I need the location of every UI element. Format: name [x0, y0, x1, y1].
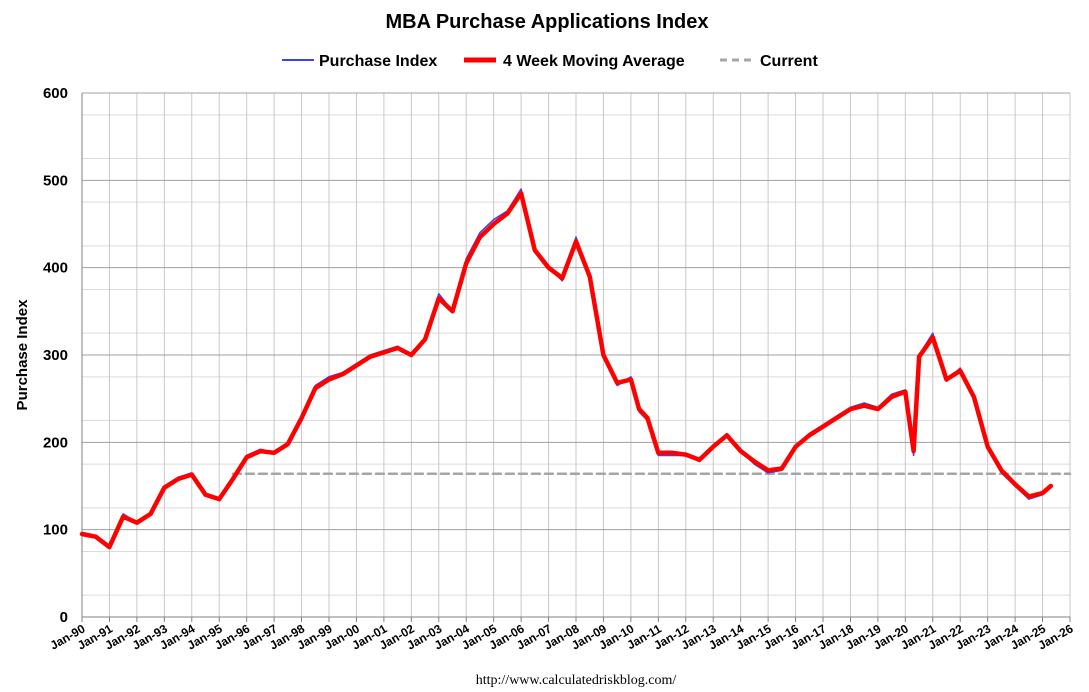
legend-label-moving-average: 4 Week Moving Average: [503, 53, 685, 70]
y-tick-label: 200: [43, 434, 68, 451]
source-url: http://www.calculatedriskblog.com/: [476, 673, 677, 688]
legend-label-purchase-index: Purchase Index: [319, 53, 437, 70]
plot-area: 0100200300400500600Jan-90Jan-91Jan-92Jan…: [43, 85, 1076, 653]
y-tick-label: 400: [43, 260, 68, 277]
y-tick-label: 500: [43, 172, 68, 189]
y-tick-label: 100: [43, 522, 68, 539]
y-tick-label: 600: [43, 85, 68, 102]
legend: Purchase Index 4 Week Moving Average Cur…: [282, 53, 818, 70]
series-line-4-week-moving-average: [79, 191, 1054, 550]
chart-title: MBA Purchase Applications Index: [385, 11, 708, 33]
legend-label-current: Current: [760, 53, 818, 70]
y-tick-label: 0: [60, 609, 68, 626]
y-axis-label: Purchase Index: [14, 299, 31, 411]
y-tick-label: 300: [43, 347, 68, 364]
